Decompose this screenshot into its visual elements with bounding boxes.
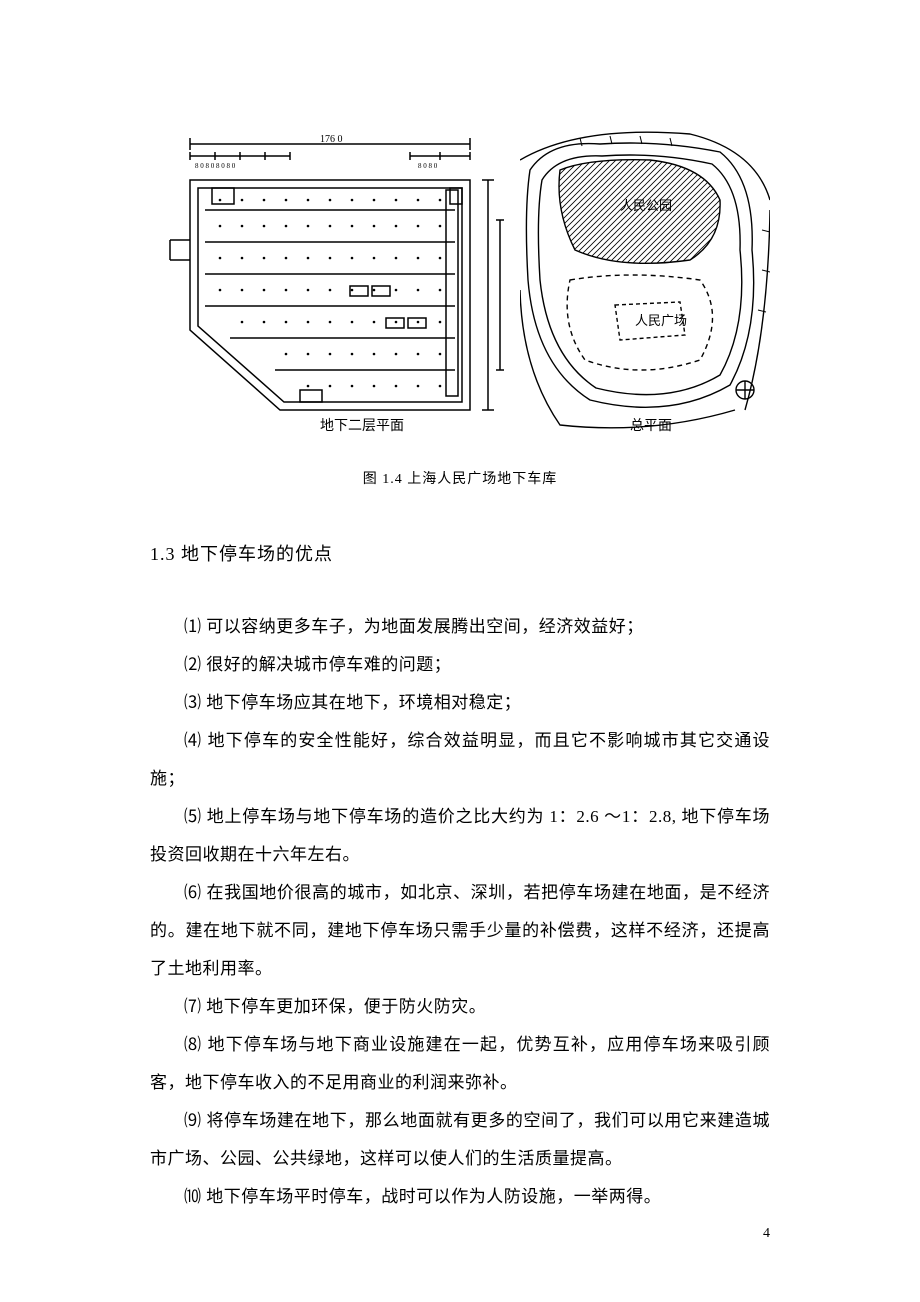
- site-plan-label: 总平面: [630, 418, 672, 434]
- section-heading: 1.3 地下停车场的优点: [150, 540, 333, 566]
- compass-icon: [736, 381, 754, 399]
- figure-1-4: 176 0 8 0 8 0 8 0 8 0 8 0 8 0: [150, 130, 770, 488]
- p5-mid: ～1：: [599, 807, 649, 826]
- para-5: ⑸ 地上停车场与地下停车场的造价之比大约为 1：2.6 ～1：2.8, 地下停车…: [150, 798, 770, 874]
- para-3: ⑶ 地下停车场应其在地下，环境相对稳定；: [150, 684, 770, 722]
- figure-caption: 图 1.4 上海人民广场地下车库: [150, 468, 770, 488]
- left-small-dims: 8 0 8 0 8 0 8 0: [195, 162, 236, 170]
- p5-prefix: ⑸ 地上停车场与地下停车场的造价之比大约为 1：: [184, 807, 576, 826]
- right-small-dims: 8 0 8 0: [418, 162, 438, 170]
- para-1: ⑴ 可以容纳更多车子，为地面发展腾出空间，经济效益好；: [150, 608, 770, 646]
- para-10: ⑽ 地下停车场平时停车，战时可以作为人防设施，一举两得。: [150, 1178, 770, 1216]
- figure-row: 176 0 8 0 8 0 8 0 8 0 8 0 8 0: [150, 130, 770, 450]
- para-6: ⑹ 在我国地价很高的城市，如北京、深圳，若把停车场建在地面，是不经济的。建在地下…: [150, 874, 770, 988]
- basement-plan-label: 地下二层平面: [320, 418, 404, 434]
- para-7: ⑺ 地下停车更加环保，便于防火防灾。: [150, 988, 770, 1026]
- para-8: ⑻ 地下停车场与地下商业设施建在一起，优势互补，应用停车场来吸引顾客，地下停车收…: [150, 1026, 770, 1102]
- site-plan-svg: 人民公园 人民广场 总平面: [520, 130, 770, 450]
- square-label: 人民广场: [635, 313, 687, 328]
- para-9: ⑼ 将停车场建在地下，那么地面就有更多的空间了，我们可以用它来建造城市广场、公园…: [150, 1102, 770, 1178]
- p5-r1: 2.6: [576, 807, 599, 826]
- document-page: 176 0 8 0 8 0 8 0 8 0 8 0 8 0: [0, 0, 920, 1302]
- para-4: ⑷ 地下停车的安全性能好，综合效益明显，而且它不影响城市其它交通设施；: [150, 722, 770, 798]
- basement-plan-svg: 176 0 8 0 8 0 8 0 8 0 8 0 8 0: [150, 130, 510, 450]
- para-2: ⑵ 很好的解决城市停车难的问题；: [150, 646, 770, 684]
- park-label: 人民公园: [620, 198, 672, 213]
- p5-r2: 2.8,: [649, 807, 677, 826]
- top-dim-text: 176 0: [320, 134, 343, 145]
- page-number: 4: [763, 1226, 770, 1242]
- body-text: ⑴ 可以容纳更多车子，为地面发展腾出空间，经济效益好； ⑵ 很好的解决城市停车难…: [150, 608, 770, 1216]
- column-dots: [219, 199, 442, 388]
